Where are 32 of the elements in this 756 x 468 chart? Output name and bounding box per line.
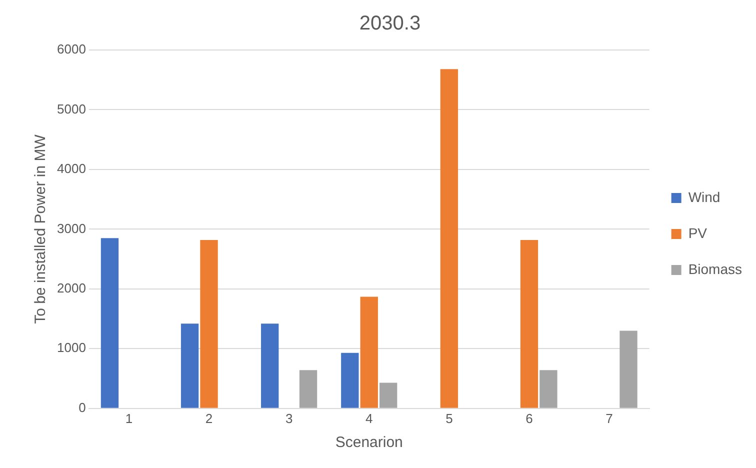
bar: [341, 352, 359, 408]
x-axis-title: Scenarion: [335, 434, 403, 452]
x-tick-label: 2: [205, 410, 213, 426]
bar: [299, 370, 318, 408]
bar: [261, 324, 279, 408]
y-tick-label: 0: [78, 400, 86, 415]
y-tick-label: 2000: [57, 280, 86, 296]
bar: [520, 240, 538, 408]
bar: [100, 238, 119, 408]
x-tick-label: 4: [366, 410, 373, 426]
y-tick-label: 6000: [57, 42, 86, 57]
x-tick-label: 6: [526, 410, 533, 426]
x-tick-label: 1: [125, 410, 133, 426]
bar: [379, 382, 398, 408]
bar: [540, 370, 558, 408]
x-tick-label: 5: [446, 410, 453, 426]
y-tick-label: 1000: [57, 340, 86, 356]
legend-label: Wind: [688, 188, 720, 205]
bar: [360, 296, 378, 408]
legend-label: PV: [688, 224, 708, 241]
x-tick-label: 7: [606, 410, 613, 426]
y-tick-label: 3000: [57, 220, 86, 236]
x-tick-label: 3: [285, 410, 293, 426]
y-axis-title: To be installed Power in MW: [32, 134, 50, 324]
y-tick-label: 4000: [57, 161, 86, 176]
bar: [180, 324, 199, 408]
chart-title: 2030.3: [359, 12, 421, 35]
bar: [440, 69, 458, 408]
bar: [200, 240, 218, 408]
y-tick-label: 5000: [57, 101, 86, 116]
legend-label: Biomass: [688, 260, 742, 277]
bar: [620, 330, 638, 408]
